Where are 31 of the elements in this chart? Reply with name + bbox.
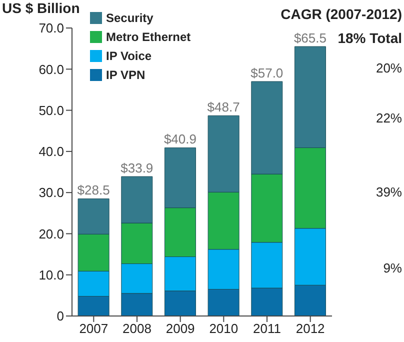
y-tick-label: 0 <box>56 308 64 324</box>
x-tick-label: 2008 <box>122 321 152 336</box>
total-label: $57.0 <box>250 65 284 80</box>
y-tick-label: 50.0 <box>38 102 64 118</box>
y-axis-title: US $ Billion <box>2 0 80 16</box>
total-label: $33.9 <box>120 160 154 176</box>
x-tick-label: 2010 <box>209 321 238 336</box>
text: 39% <box>376 184 402 200</box>
x-tick-label: 2007 <box>79 321 108 336</box>
legend-label: IP VPN <box>106 68 146 82</box>
legend-label: IP Voice <box>106 48 152 62</box>
legend-label: Metro Ethernet <box>106 30 191 44</box>
x-tick-label: 2012 <box>296 321 325 336</box>
y-tick-label: 10.0 <box>38 267 64 282</box>
total-label: $28.5 <box>77 182 110 198</box>
y-tick-label: 20.0 <box>38 226 64 242</box>
y-tick-label: 70.0 <box>38 20 64 36</box>
y-tick-label: 30.0 <box>38 185 64 200</box>
y-tick-label: 40.0 <box>38 144 64 160</box>
total-label: $40.9 <box>164 132 197 147</box>
legend-label: Security <box>106 10 154 24</box>
total-label: $65.5 <box>294 30 327 46</box>
text: 9% <box>383 260 402 276</box>
text: CAGR (2007-2012) <box>280 6 402 22</box>
total-label: $48.7 <box>207 100 240 115</box>
text: 20% <box>376 60 402 76</box>
x-tick-label: 2009 <box>166 321 195 336</box>
x-tick-label: 2011 <box>253 321 281 336</box>
text: 18% Total <box>338 30 402 46</box>
y-tick-label: 60.0 <box>38 62 64 77</box>
text: 22% <box>376 110 402 126</box>
